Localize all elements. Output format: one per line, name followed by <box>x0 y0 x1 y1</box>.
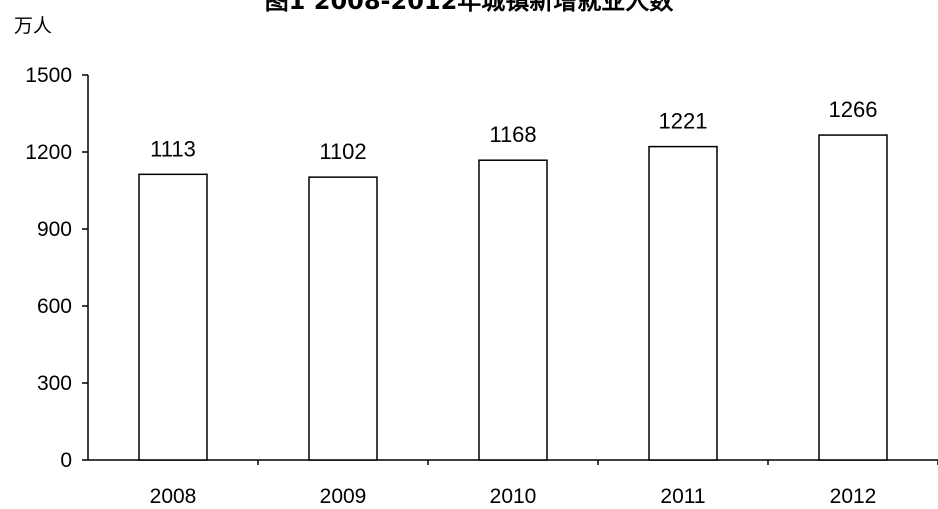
data-label-2010: 1168 <box>489 122 536 147</box>
y-axis-unit-label: 万人 <box>14 15 53 37</box>
y-tick-label: 1500 <box>25 64 72 87</box>
bar-2012 <box>818 134 888 461</box>
chart-title: 图1 2008-2012年城镇新增就业人数 <box>264 0 674 15</box>
x-tick-label-2008: 2008 <box>150 485 197 508</box>
bar-2010 <box>478 159 548 461</box>
y-tick-label: 600 <box>37 295 72 318</box>
y-tick-label: 300 <box>37 372 72 395</box>
y-tick-label: 0 <box>60 449 72 472</box>
labels: 0 300 600 900 1200 1500 1113 2008 1102 2009 1168 20… <box>25 64 877 508</box>
bar-2008 <box>138 173 208 461</box>
y-tick-label: 1200 <box>25 141 72 164</box>
bar-2011 <box>648 145 718 461</box>
data-label-2011: 1221 <box>659 109 708 134</box>
y-tick-label: 900 <box>37 218 72 241</box>
data-label-2009: 1102 <box>319 139 366 164</box>
bars <box>138 134 888 461</box>
x-tick-label-2010: 2010 <box>490 485 537 508</box>
data-label-2008: 1113 <box>150 136 196 161</box>
x-tick-label-2012: 2012 <box>830 485 877 508</box>
x-tick-label-2009: 2009 <box>320 485 367 508</box>
bar-2009 <box>308 176 378 461</box>
x-tick-label-2011: 2011 <box>660 485 705 508</box>
data-label-2012: 1266 <box>829 97 878 122</box>
